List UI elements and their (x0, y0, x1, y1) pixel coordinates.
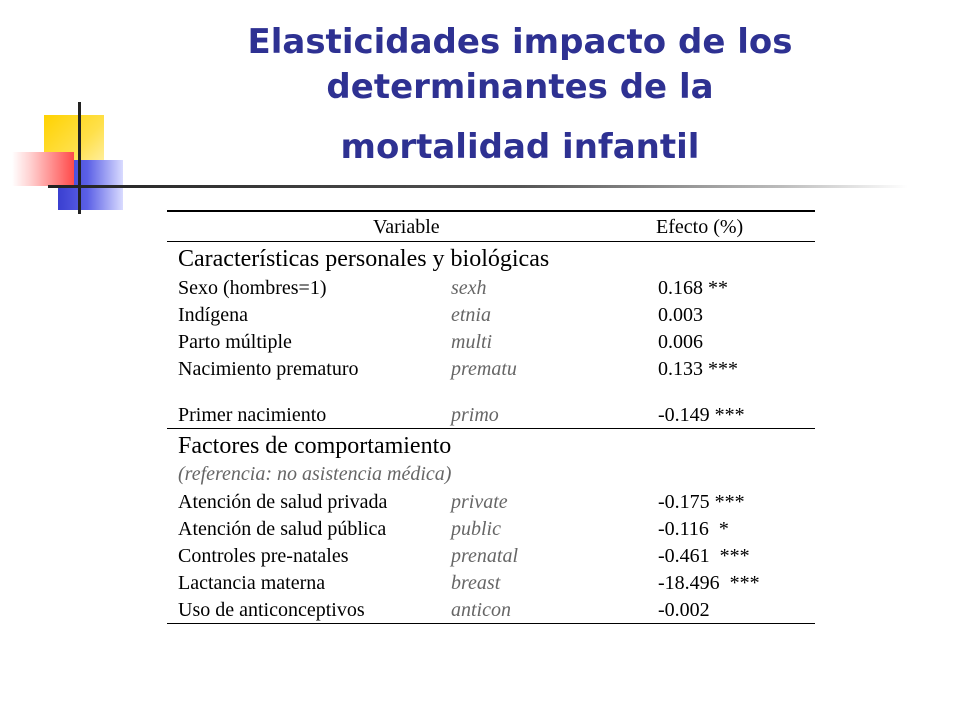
row-label: Atención de salud privada (178, 491, 388, 513)
row-label: Nacimiento prematuro (178, 358, 359, 380)
row-label: Parto múltiple (178, 331, 292, 353)
yellow-square-decoration (44, 115, 104, 175)
table-row: Lactancia materna breast -18.496 *** (167, 569, 815, 596)
row-spacer (167, 382, 815, 401)
row-variable: etnia (451, 304, 491, 326)
table-row: Atención de salud privada private -0.175… (167, 488, 815, 515)
row-value: -0.149 *** (658, 404, 745, 426)
row-value: -0.175 *** (658, 491, 745, 513)
row-variable: prenatal (451, 545, 519, 567)
title-line-2: determinantes de la (326, 67, 714, 107)
section-heading: Factores de comportamiento (167, 429, 815, 461)
table-bottom-rule (167, 623, 815, 624)
row-value: 0.133 *** (658, 358, 738, 380)
table-row: Indígena etnia 0.003 (167, 301, 815, 328)
header-rule (167, 241, 815, 242)
row-value: 0.168 ** (658, 277, 728, 299)
red-square-decoration (12, 152, 74, 186)
row-label: Atención de salud pública (178, 518, 387, 540)
table-row: Uso de anticonceptivos anticon -0.002 (167, 596, 815, 623)
elasticities-table: Variable Efecto (%) Características pers… (167, 210, 815, 624)
row-value: -18.496 *** (658, 572, 760, 594)
header-variable: Variable (373, 216, 440, 238)
row-value: -0.002 (658, 599, 710, 621)
row-variable: sexh (451, 277, 487, 299)
row-label: Primer nacimiento (178, 404, 327, 426)
row-value: -0.116 * (658, 518, 729, 540)
table-row: Controles pre-natales prenatal -0.461 **… (167, 542, 815, 569)
vertical-rule-decoration (78, 102, 81, 214)
title-line-1: Elasticidades impacto de los (247, 22, 793, 62)
reference-note: (referencia: no asistencia médica) (178, 463, 452, 485)
row-label: Lactancia materna (178, 572, 326, 594)
row-label: Controles pre-natales (178, 545, 349, 567)
table-row: Atención de salud pública public -0.116 … (167, 515, 815, 542)
header-effect: Efecto (%) (656, 216, 744, 238)
row-value: 0.006 (658, 331, 703, 353)
row-variable: anticon (451, 599, 511, 621)
section-title: Características personales y biológicas (178, 246, 550, 272)
row-variable: primo (451, 404, 499, 426)
table-row: Parto múltiple multi 0.006 (167, 328, 815, 355)
slide-title: Elasticidades impacto de los determinant… (160, 18, 880, 171)
table-row: Primer nacimiento primo -0.149 *** (167, 401, 815, 428)
table-row: Nacimiento prematuro prematu 0.133 *** (167, 355, 815, 382)
title-line-3: mortalidad infantil (340, 127, 700, 167)
table-row: Sexo (hombres=1) sexh 0.168 ** (167, 274, 815, 301)
row-variable: breast (451, 572, 501, 594)
row-variable: private (451, 491, 508, 513)
row-label: Uso de anticonceptivos (178, 599, 365, 621)
section-heading: Características personales y biológicas (167, 242, 815, 274)
row-label: Sexo (hombres=1) (178, 277, 327, 299)
blue-square-decoration (58, 160, 123, 210)
row-variable: public (451, 518, 501, 540)
table-header-row: Variable Efecto (%) (167, 212, 815, 241)
table-top-rule (167, 210, 815, 212)
section-rule (167, 428, 815, 429)
section-note: (referencia: no asistencia médica) (167, 461, 815, 488)
row-value: -0.461 *** (658, 545, 750, 567)
section-title: Factores de comportamiento (178, 433, 452, 459)
row-label: Indígena (178, 304, 248, 326)
horizontal-rule-decoration (48, 185, 908, 188)
row-variable: multi (451, 331, 493, 353)
row-variable: prematu (451, 358, 517, 380)
row-value: 0.003 (658, 304, 703, 326)
